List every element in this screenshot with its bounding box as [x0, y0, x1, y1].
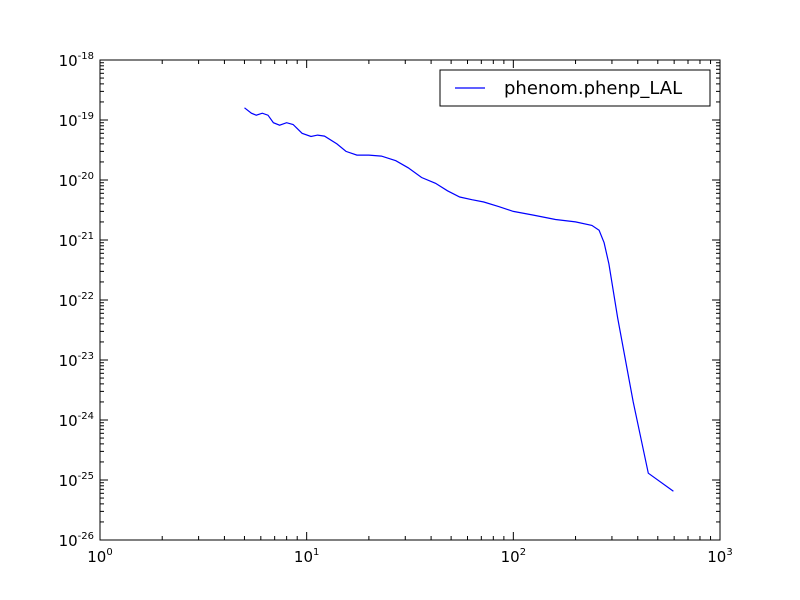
legend: phenom.phenp_LAL [439, 69, 711, 107]
y-tick-label: 10-20 [59, 171, 94, 190]
y-tick-label: 10-21 [59, 231, 94, 250]
y-tick-label: 10-19 [59, 111, 94, 130]
plot-area [100, 60, 720, 540]
x-tick-label: 100 [87, 547, 112, 566]
tick-labels: 100 101 102 103 10-18 10-19 10-20 10-21 10-22 10-… [59, 51, 733, 566]
y-tick-label: 10-18 [59, 51, 94, 70]
axis-ticks [99, 59, 721, 541]
x-tick-label: 102 [501, 547, 526, 566]
x-tick-label: 101 [294, 547, 319, 566]
y-tick-label: 10-22 [59, 291, 94, 310]
y-tick-label: 10-24 [59, 411, 94, 430]
y-tick-label: 10-25 [59, 471, 94, 490]
plot-frame [99, 59, 721, 541]
legend-label: phenom.phenp_LAL [504, 78, 682, 99]
x-tick-label: 103 [707, 547, 732, 566]
y-tick-label: 10-23 [59, 351, 94, 370]
y-tick-label: 10-26 [59, 531, 94, 550]
series-line [244, 107, 674, 492]
